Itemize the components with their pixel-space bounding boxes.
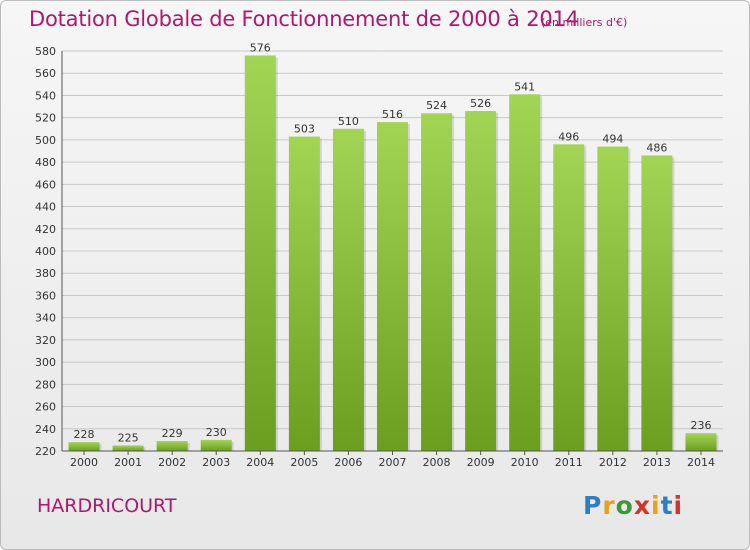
bar-2011 (553, 144, 585, 452)
bar-2005 (288, 136, 320, 452)
y-tick-label: 560 (35, 67, 56, 80)
data-label: 503 (294, 123, 315, 136)
logo-letter: t (660, 491, 674, 520)
data-label: 494 (602, 133, 623, 146)
data-label: 516 (382, 108, 403, 121)
y-tick-label: 360 (35, 289, 56, 302)
x-tick-label: 2011 (555, 456, 583, 469)
bar-2010 (509, 94, 541, 451)
logo-letter: r (602, 491, 616, 520)
logo-letter: x (633, 491, 651, 520)
y-tick-label: 280 (35, 378, 56, 391)
x-tick-label: 2007 (379, 456, 407, 469)
x-tick-label: 2010 (511, 456, 539, 469)
data-label: 228 (74, 428, 95, 441)
x-tick-label: 2000 (70, 456, 98, 469)
y-tick-label: 500 (35, 134, 56, 147)
y-tick-label: 480 (35, 156, 56, 169)
proxiti-logo[interactable]: Proxiti (583, 491, 683, 520)
x-tick-label: 2013 (643, 456, 671, 469)
data-label: 576 (250, 41, 271, 54)
y-tick-label: 240 (35, 423, 56, 436)
commune-name: HARDRICOURT (37, 495, 177, 517)
x-tick-label: 2005 (290, 456, 318, 469)
data-label: 524 (426, 99, 447, 112)
chart-title: Dotation Globale de Fonctionnement de 20… (29, 7, 579, 31)
logo-letter: o (615, 491, 634, 520)
bar-2002 (156, 441, 188, 451)
data-label: 541 (514, 80, 535, 93)
x-tick-label: 2002 (158, 456, 186, 469)
y-tick-label: 540 (35, 89, 56, 102)
y-tick-label: 300 (35, 356, 56, 369)
y-tick-label: 380 (35, 267, 56, 280)
logo-letter: P (583, 491, 603, 520)
bar-2003 (200, 439, 232, 451)
x-tick-label: 2004 (246, 456, 274, 469)
y-tick-label: 460 (35, 178, 56, 191)
y-tick-label: 440 (35, 201, 56, 214)
data-label: 486 (646, 141, 667, 154)
bar-2000 (68, 442, 100, 451)
data-label: 526 (470, 97, 491, 110)
data-label: 229 (162, 427, 183, 440)
data-label: 236 (690, 419, 711, 432)
x-tick-label: 2009 (467, 456, 495, 469)
logo-letter: i (651, 491, 661, 520)
data-label: 510 (338, 115, 359, 128)
x-tick-label: 2003 (202, 456, 230, 469)
data-label: 496 (558, 130, 579, 143)
y-tick-label: 220 (35, 445, 56, 458)
x-tick-label: 2012 (599, 456, 627, 469)
bar-2007 (377, 122, 408, 451)
y-tick-label: 580 (35, 45, 56, 58)
bar-2012 (597, 146, 629, 452)
y-tick-label: 520 (35, 112, 56, 125)
bar-2006 (332, 128, 364, 451)
data-label: 230 (206, 426, 227, 439)
bar-2008 (421, 113, 453, 451)
x-tick-label: 2006 (334, 456, 362, 469)
bar-2009 (465, 111, 497, 451)
logo-letter: i (673, 491, 684, 520)
y-tick-label: 320 (35, 334, 56, 347)
x-tick-label: 2014 (687, 456, 715, 469)
chart-subtitle: (en milliers d'€) (541, 16, 628, 29)
y-tick-label: 400 (35, 245, 56, 258)
data-label: 225 (118, 431, 139, 444)
y-tick-label: 340 (35, 312, 56, 325)
bar-2004 (244, 55, 276, 451)
bar-2001 (112, 445, 144, 451)
bar-2013 (641, 155, 673, 451)
y-tick-label: 260 (35, 401, 56, 414)
x-tick-label: 2001 (114, 456, 142, 469)
y-tick-label: 420 (35, 223, 56, 236)
x-tick-label: 2008 (423, 456, 451, 469)
bar-2014 (685, 433, 717, 451)
